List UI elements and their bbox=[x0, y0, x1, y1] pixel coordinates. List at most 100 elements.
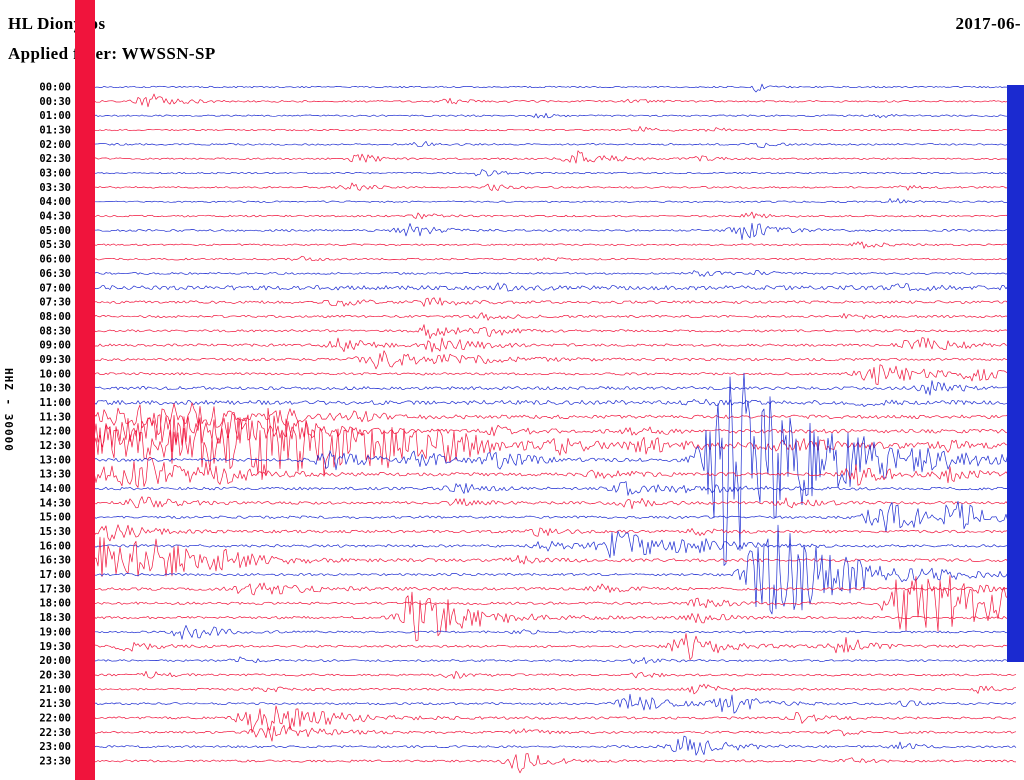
trace-row bbox=[75, 753, 1017, 774]
trace-row bbox=[75, 222, 1017, 241]
trace-row bbox=[75, 500, 1017, 533]
trace-row bbox=[75, 282, 1017, 292]
trace-row bbox=[75, 269, 1017, 277]
time-label: 01:30 bbox=[39, 125, 71, 137]
time-label: 21:30 bbox=[39, 698, 71, 710]
time-label: 05:00 bbox=[39, 225, 71, 237]
trace-row bbox=[75, 255, 1017, 262]
time-label: 11:30 bbox=[39, 411, 71, 423]
trace-row bbox=[75, 633, 1017, 661]
time-label: 10:30 bbox=[39, 383, 71, 395]
trace-row bbox=[75, 412, 1017, 452]
trace-row bbox=[75, 735, 1017, 756]
time-label: 16:00 bbox=[39, 540, 71, 552]
trace-row bbox=[75, 364, 1017, 385]
trace-row bbox=[75, 337, 1017, 353]
trace-row bbox=[75, 324, 1017, 339]
trace-row bbox=[75, 530, 1017, 558]
time-label: 09:00 bbox=[39, 340, 71, 352]
time-label: 03:30 bbox=[39, 182, 71, 194]
time-label: 08:30 bbox=[39, 325, 71, 337]
time-label: 22:30 bbox=[39, 727, 71, 739]
trace-row bbox=[75, 83, 1017, 93]
trace-row bbox=[75, 656, 1017, 665]
time-label: 04:00 bbox=[39, 196, 71, 208]
time-label: 22:00 bbox=[39, 713, 71, 725]
trace-row bbox=[75, 297, 1017, 307]
time-label: 23:00 bbox=[39, 741, 71, 753]
time-label: 04:30 bbox=[39, 211, 71, 223]
time-label: 19:30 bbox=[39, 641, 71, 653]
time-label: 02:30 bbox=[39, 153, 71, 165]
trace-row bbox=[75, 312, 1017, 321]
time-label: 06:00 bbox=[39, 254, 71, 266]
trace-row bbox=[75, 575, 1017, 632]
time-label: 12:30 bbox=[39, 440, 71, 452]
left-clipped-band bbox=[75, 0, 95, 780]
time-label: 00:30 bbox=[39, 96, 71, 108]
time-label: 19:00 bbox=[39, 626, 71, 638]
trace-row bbox=[75, 126, 1017, 132]
time-label: 01:00 bbox=[39, 110, 71, 122]
trace-row bbox=[75, 198, 1017, 204]
right-clipped-band bbox=[1007, 85, 1024, 662]
trace-row bbox=[75, 693, 1016, 714]
trace-row bbox=[75, 496, 1017, 510]
trace-row bbox=[75, 524, 1017, 615]
trace-row bbox=[75, 407, 1017, 480]
time-label: 15:00 bbox=[39, 512, 71, 524]
trace-row bbox=[75, 724, 1017, 742]
trace-row bbox=[75, 350, 1017, 370]
time-label: 12:00 bbox=[39, 426, 71, 438]
trace-row bbox=[75, 241, 1017, 249]
trace-row bbox=[75, 683, 1017, 695]
time-label: 06:30 bbox=[39, 268, 71, 280]
trace-row bbox=[75, 93, 1017, 108]
time-label: 14:30 bbox=[39, 497, 71, 509]
time-label: 14:00 bbox=[39, 483, 71, 495]
trace-row bbox=[75, 591, 1017, 642]
trace-row bbox=[75, 402, 1017, 436]
trace-row bbox=[75, 398, 1017, 407]
time-label: 08:00 bbox=[39, 311, 71, 323]
time-label: 13:00 bbox=[39, 454, 71, 466]
trace-row bbox=[75, 169, 1016, 177]
trace-row bbox=[75, 182, 1017, 191]
time-label: 09:30 bbox=[39, 354, 71, 366]
filter-label: Applied filter: WWSSN-SP bbox=[8, 44, 216, 63]
trace-row bbox=[75, 372, 1017, 566]
time-label: 07:00 bbox=[39, 282, 71, 294]
trace-row bbox=[75, 705, 1017, 734]
time-label: 10:00 bbox=[39, 368, 71, 380]
time-label: 00:00 bbox=[39, 82, 71, 94]
time-label: 17:00 bbox=[39, 569, 71, 581]
time-label: 05:30 bbox=[39, 239, 71, 251]
trace-row bbox=[75, 211, 1017, 220]
date-label: 2017-06- bbox=[955, 14, 1021, 33]
time-label: 02:00 bbox=[39, 139, 71, 151]
time-label: 21:00 bbox=[39, 684, 71, 696]
time-label: 11:00 bbox=[39, 397, 71, 409]
time-label: 03:00 bbox=[39, 168, 71, 180]
time-label: 15:30 bbox=[39, 526, 71, 538]
time-label: 16:30 bbox=[39, 555, 71, 567]
trace-row bbox=[75, 380, 1017, 396]
trace-row bbox=[75, 141, 1017, 148]
trace-row bbox=[75, 150, 1017, 164]
trace-row bbox=[75, 456, 1017, 488]
time-label: 18:30 bbox=[39, 612, 71, 624]
time-label: 17:30 bbox=[39, 583, 71, 595]
time-label: 13:30 bbox=[39, 469, 71, 481]
trace-row bbox=[75, 112, 1017, 119]
trace-row bbox=[75, 670, 1017, 680]
trace-row bbox=[75, 625, 1017, 640]
trace-row bbox=[75, 582, 1017, 596]
trace-row bbox=[75, 481, 1017, 496]
time-label: 20:30 bbox=[39, 669, 71, 681]
time-label: 18:00 bbox=[39, 598, 71, 610]
time-label: 07:30 bbox=[39, 297, 71, 309]
trace-row bbox=[75, 524, 1017, 542]
trace-row bbox=[75, 536, 1017, 578]
